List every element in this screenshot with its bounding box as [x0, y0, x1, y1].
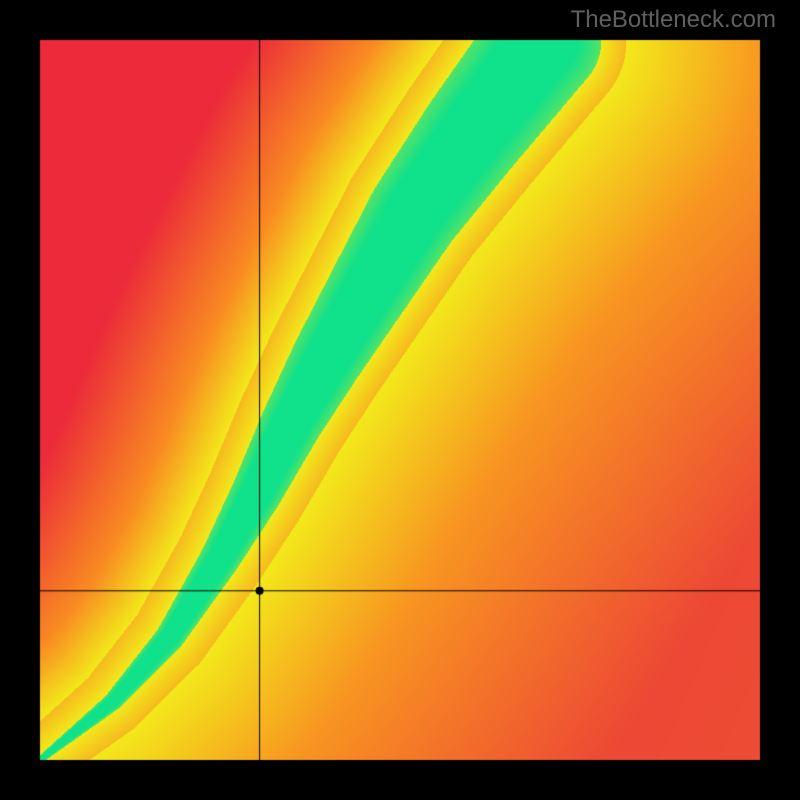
- heatmap-canvas: [0, 0, 800, 800]
- watermark-text: TheBottleneck.com: [571, 6, 776, 34]
- chart-container: TheBottleneck.com: [0, 0, 800, 800]
